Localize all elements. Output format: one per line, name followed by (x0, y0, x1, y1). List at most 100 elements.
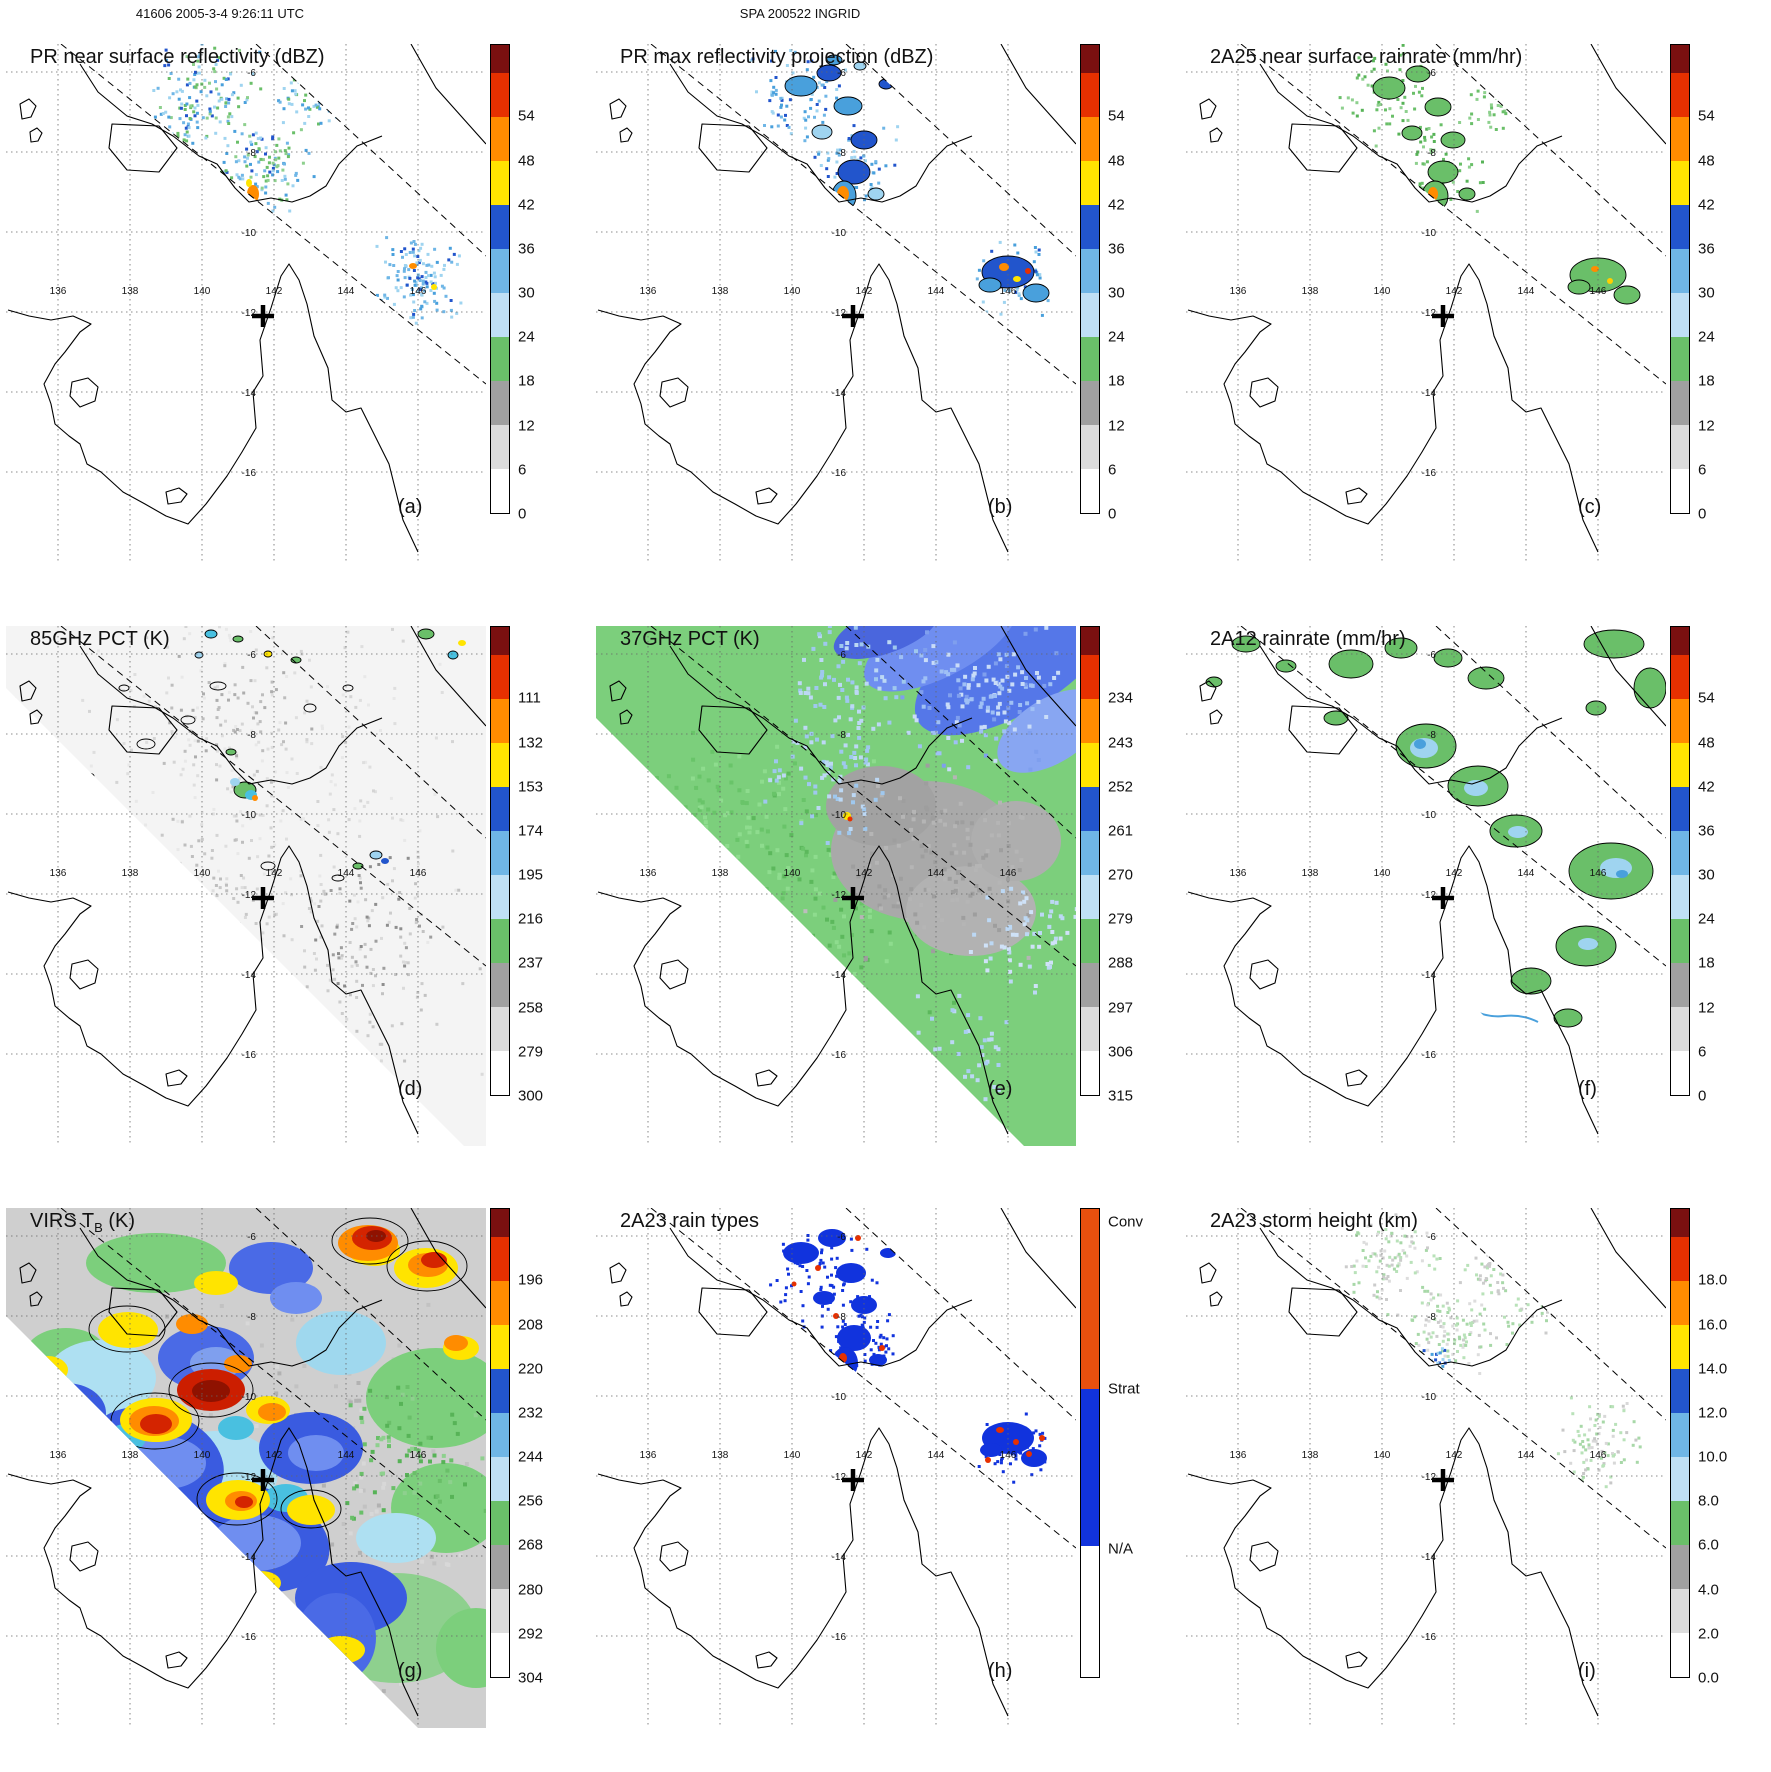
colorbar-segment (491, 45, 509, 74)
colorbar-tick: 36 (1698, 822, 1715, 840)
colorbar-segment (1081, 336, 1099, 381)
colorbar-g (490, 1208, 510, 1678)
data-layer-a (150, 44, 463, 326)
colorbar-segment (1671, 918, 1689, 963)
panel-f: 2A12 rainrate (mm/hr) (f) 0 6 12 18 24 30 36 42 48… (1186, 608, 1771, 1190)
colorbar-segment (1081, 743, 1099, 788)
colorbar-segment (1081, 380, 1099, 425)
colorbar-tick: 261 (1108, 822, 1134, 840)
colorbar-labels-c: 0 6 12 18 24 30 36 42 48 54 (1698, 44, 1754, 523)
colorbar-segment (1081, 45, 1099, 74)
colorbar-segment (1671, 1369, 1689, 1414)
colorbar-segment (1081, 161, 1099, 206)
colorbar-tick: 268 (518, 1536, 544, 1554)
colorbar-segment (1671, 1588, 1689, 1633)
colorbar-tick: 208 (518, 1316, 544, 1334)
map-b (596, 44, 1076, 564)
colorbar-segment (491, 73, 509, 118)
colorbar-segment (491, 962, 509, 1007)
colorbar-segment (491, 161, 509, 206)
colorbar-tick: 195 (518, 866, 544, 884)
colorbar-tick: Conv (1108, 1213, 1144, 1231)
colorbar-tick: 18.0 (1698, 1271, 1728, 1289)
colorbar-segment (491, 1632, 509, 1677)
colorbar-tick: 6 (1698, 1043, 1707, 1061)
colorbar-segment (1081, 1209, 1099, 1390)
colorbar-segment (1671, 1500, 1689, 1545)
colorbar-segment (1671, 743, 1689, 788)
panel-c: 2A25 near surface rainrate (mm/hr) (c) 0 6 1… (1186, 26, 1771, 608)
colorbar-segment (491, 831, 509, 875)
data-layer-e (637, 626, 1076, 1102)
colorbar-tick: 174 (518, 822, 544, 840)
colorbar-segment (491, 627, 509, 656)
colorbar-segment (1671, 1281, 1689, 1326)
panel-b: PR max reflectivity projection (dBZ) (b) 0… (596, 26, 1186, 608)
colorbar-tick: 16.0 (1698, 1316, 1728, 1334)
colorbar-labels-a: 0 6 12 18 24 30 36 42 48 54 (518, 44, 574, 523)
panel-letter-d: (d) (398, 1078, 423, 1100)
colorbar-segment (491, 1413, 509, 1457)
colorbar-segment (1671, 380, 1689, 425)
colorbar-labels-h: N/A Strat Conv (1108, 1208, 1164, 1678)
colorbar-tick: 280 (518, 1581, 544, 1599)
colorbar-tick: 297 (1108, 999, 1134, 1017)
colorbar-segment (1671, 1006, 1689, 1051)
colorbar-segment (1671, 1325, 1689, 1370)
swath-fill-d (6, 626, 486, 1146)
colorbar-segment (1081, 424, 1099, 469)
colorbar-tick: 234 (1108, 689, 1134, 707)
colorbar-tick: 42 (1698, 196, 1715, 214)
colorbar-tick: 42 (1108, 196, 1125, 214)
panel-title-a: PR near surface reflectivity (dBZ) (30, 46, 325, 68)
panel-title-c: 2A25 near surface rainrate (mm/hr) (1210, 46, 1523, 68)
colorbar-tick: 10.0 (1698, 1448, 1728, 1466)
colorbar-segment (491, 380, 509, 425)
colorbar-tick: 30 (518, 284, 535, 302)
map-e (596, 626, 1076, 1146)
colorbar-labels-e: 315 306 297 288 279 270 261 252 243 234 (1108, 626, 1164, 1105)
colorbar-tick: 12 (518, 417, 535, 435)
colorbar-segment (1081, 918, 1099, 963)
colorbar-segment (1671, 205, 1689, 250)
colorbar-tick: 54 (1698, 689, 1715, 707)
colorbar-segment (491, 743, 509, 788)
colorbar-segment (491, 1500, 509, 1545)
colorbar-segment (491, 1237, 509, 1282)
colorbar-tick: 0.0 (1698, 1669, 1719, 1687)
map-f (1186, 626, 1666, 1146)
colorbar-tick: 18 (1108, 372, 1125, 390)
colorbar-tick: 48 (518, 152, 535, 170)
colorbar-e (1080, 626, 1100, 1096)
colorbar-tick: 30 (1108, 284, 1125, 302)
colorbar-segment (491, 1544, 509, 1589)
colorbar-tick: 54 (1698, 107, 1715, 125)
colorbar-tick: 24 (1698, 328, 1715, 346)
colorbar-f (1670, 626, 1690, 1096)
colorbar-segment (491, 655, 509, 700)
panel-letter-f: (f) (1578, 1078, 1597, 1100)
storm-header: SPA 200522 INGRID (739, 6, 861, 21)
panel-title-g: VIRS TB (K) (30, 1210, 135, 1235)
colorbar-segment (1671, 45, 1689, 74)
colorbar-segment (491, 875, 509, 919)
colorbar-segment (1081, 73, 1099, 118)
colorbar-tick: 0 (1108, 505, 1117, 523)
colorbar-tick: 153 (518, 778, 544, 796)
colorbar-segment (1671, 293, 1689, 337)
colorbar-labels-b: 0 6 12 18 24 30 36 42 48 54 (1108, 44, 1164, 523)
colorbar-segment (491, 1209, 509, 1238)
colorbar-segment (1081, 875, 1099, 919)
colorbar-h (1080, 1208, 1100, 1678)
colorbar-tick: 292 (518, 1625, 544, 1643)
colorbar-segment (1081, 1545, 1099, 1677)
colorbar-tick: 315 (1108, 1087, 1134, 1105)
panel-title-h: 2A23 rain types (620, 1210, 759, 1232)
colorbar-segment (1671, 875, 1689, 919)
map-i (1186, 1208, 1666, 1728)
colorbar-segment (491, 249, 509, 293)
colorbar-segment (491, 699, 509, 744)
colorbar-segment (491, 293, 509, 337)
colorbar-tick: 24 (1698, 910, 1715, 928)
panel-a: PR near surface reflectivity (dBZ) (a) 0 6 1… (6, 26, 596, 608)
